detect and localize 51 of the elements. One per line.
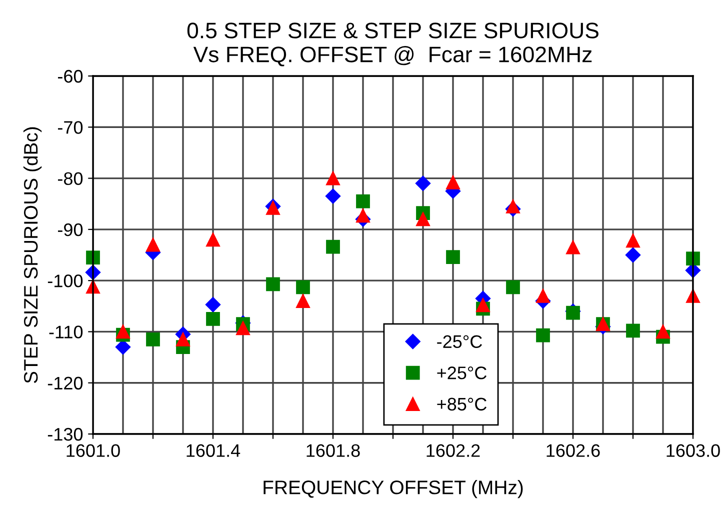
y-tick-label: -80 bbox=[58, 172, 83, 186]
y-tick-label: -70 bbox=[58, 121, 83, 134]
y-tick-label: -90 bbox=[58, 223, 83, 236]
point bbox=[326, 171, 340, 186]
x-tick-label: 1602.6 bbox=[546, 444, 600, 457]
point bbox=[146, 238, 160, 252]
x-tick-label: 1603.0 bbox=[666, 444, 720, 457]
point bbox=[446, 175, 460, 190]
point bbox=[296, 294, 310, 308]
legend-label: -25°C bbox=[437, 335, 482, 348]
y-axis-title: STEP SIZE SPURIOUS (dBc) bbox=[23, 127, 42, 384]
point bbox=[566, 240, 580, 254]
point bbox=[536, 328, 550, 342]
point bbox=[266, 277, 280, 292]
point bbox=[536, 288, 550, 303]
point bbox=[236, 321, 250, 336]
point bbox=[116, 324, 130, 339]
point bbox=[206, 232, 220, 247]
point bbox=[506, 199, 520, 214]
point bbox=[476, 298, 490, 312]
legend-label: +85°C bbox=[437, 398, 487, 411]
point bbox=[626, 234, 640, 248]
y-tick-label: -120 bbox=[48, 376, 83, 390]
y-tick-label: -130 bbox=[48, 428, 83, 441]
x-tick-label: 1601.4 bbox=[186, 444, 240, 457]
point bbox=[296, 280, 310, 294]
point bbox=[325, 188, 341, 204]
point bbox=[446, 250, 460, 264]
point bbox=[625, 247, 641, 263]
y-tick-label: -110 bbox=[49, 326, 83, 338]
point bbox=[356, 194, 370, 208]
point bbox=[416, 212, 430, 226]
y-tick-label: -60 bbox=[58, 70, 83, 83]
y-tick-label: -100 bbox=[48, 274, 83, 288]
point bbox=[205, 297, 221, 312]
point bbox=[326, 240, 340, 254]
point bbox=[356, 208, 370, 223]
point bbox=[656, 324, 670, 339]
point bbox=[506, 280, 520, 294]
point bbox=[415, 176, 431, 191]
x-tick-label: 1601.0 bbox=[66, 444, 120, 457]
chart-title: 0.5 STEP SIZE & STEP SIZE SPURIOUS Vs FREQ. OFFSET @ Fcar = 1602MHz bbox=[187, 22, 598, 66]
x-axis-title: FREQUENCY OFFSET (MHz) bbox=[264, 480, 523, 498]
x-tick-label: 1601.8 bbox=[306, 444, 360, 457]
point bbox=[206, 312, 220, 326]
point bbox=[566, 306, 580, 320]
point bbox=[626, 324, 640, 338]
point bbox=[146, 332, 160, 346]
legend-label: +25°C bbox=[437, 366, 487, 380]
x-tick-label: 1602.2 bbox=[426, 444, 480, 457]
point bbox=[176, 332, 190, 346]
